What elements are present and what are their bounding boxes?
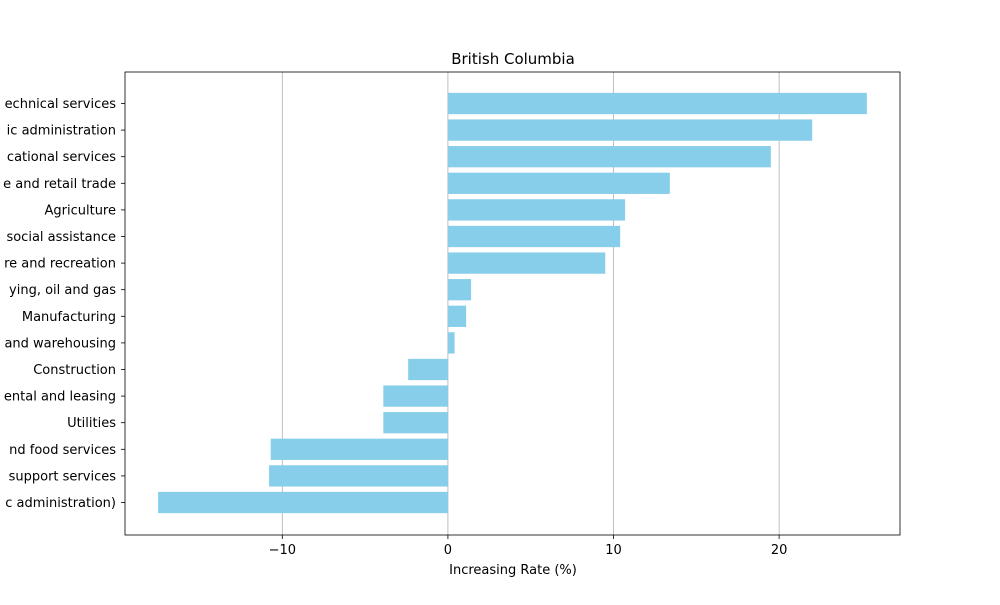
bar	[447, 279, 472, 301]
category-label: ic administration	[7, 124, 116, 139]
category-label: Construction	[33, 363, 116, 378]
category-label: e and retail trade	[3, 177, 116, 192]
bar	[270, 438, 448, 460]
bar	[447, 332, 455, 354]
category-label: re and recreation	[4, 257, 116, 272]
bar	[447, 146, 771, 168]
x-axis-label: Increasing Rate (%)	[449, 563, 577, 578]
bar	[447, 199, 626, 221]
category-label: Manufacturing	[22, 310, 116, 325]
category-label: echnical services	[5, 97, 117, 112]
category-label: Utilities	[67, 416, 116, 431]
chart-title: British Columbia	[451, 50, 575, 68]
category-label: ental and leasing	[4, 390, 116, 405]
bar	[383, 412, 448, 434]
axes: echnical services ic administration cation…	[3, 71, 901, 558]
bar	[447, 225, 621, 248]
category-label: ying, oil and gas	[9, 283, 116, 298]
bar	[447, 172, 670, 194]
x-tick-label: −10	[269, 543, 296, 558]
category-label: cational services	[7, 150, 116, 165]
bar	[447, 305, 467, 327]
category-label: nd food services	[9, 443, 116, 458]
x-tick-label: 20	[771, 543, 788, 558]
bar	[447, 119, 813, 141]
category-label: and warehousing	[4, 336, 116, 351]
bar	[269, 465, 448, 487]
bar	[158, 491, 448, 514]
bar	[383, 385, 448, 407]
plot-frame	[124, 71, 901, 536]
category-label: c administration)	[5, 496, 116, 511]
category-label: support services	[9, 469, 117, 484]
x-tick-label: 10	[605, 543, 622, 558]
x-tick-label: 0	[444, 543, 452, 558]
bar	[447, 252, 606, 274]
bar	[447, 92, 867, 115]
category-label: social assistance	[6, 230, 116, 245]
bars	[158, 92, 867, 514]
bar	[408, 358, 448, 381]
category-label: Agriculture	[45, 203, 117, 218]
